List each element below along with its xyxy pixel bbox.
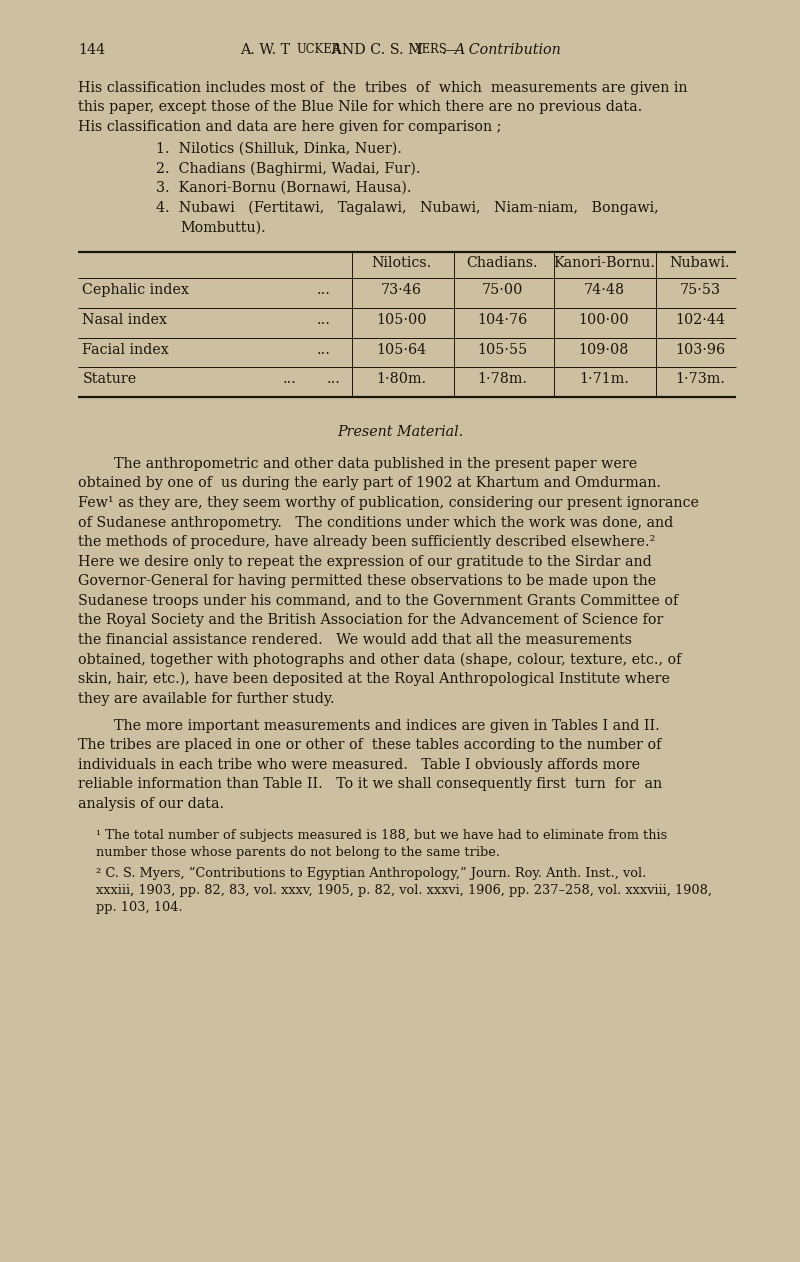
Text: Stature: Stature	[82, 372, 137, 386]
Text: they are available for further study.: they are available for further study.	[78, 692, 335, 705]
Text: obtained, together with photographs and other data (shape, colour, texture, etc.: obtained, together with photographs and …	[78, 652, 682, 666]
Text: 75·00: 75·00	[482, 283, 523, 298]
Text: this paper, except those of the Blue Nile for which there are no previous data.: this paper, except those of the Blue Nil…	[78, 100, 642, 115]
Text: 144: 144	[78, 43, 106, 57]
Text: 103·96: 103·96	[675, 342, 725, 357]
Text: 1.  Nilotics (Shilluk, Dinka, Nuer).: 1. Nilotics (Shilluk, Dinka, Nuer).	[156, 141, 402, 156]
Text: The tribes are placed in one or other of  these tables according to the number o: The tribes are placed in one or other of…	[78, 738, 662, 752]
Text: .—: .—	[442, 43, 461, 57]
Text: A. W. T: A. W. T	[240, 43, 290, 57]
Text: individuals in each tribe who were measured.   Table I obviously affords more: individuals in each tribe who were measu…	[78, 757, 641, 772]
Text: the methods of procedure, have already been sufficiently described elsewhere.²: the methods of procedure, have already b…	[78, 535, 656, 549]
Text: The anthropometric and other data published in the present paper were: The anthropometric and other data publis…	[78, 457, 638, 471]
Text: 104·76: 104·76	[478, 313, 527, 327]
Text: Governor-General for having permitted these observations to be made upon the: Governor-General for having permitted th…	[78, 574, 657, 588]
Text: The more important measurements and indices are given in Tables I and II.: The more important measurements and indi…	[78, 718, 660, 733]
Text: reliable information than Table II.   To it we shall consequently first  turn  f: reliable information than Table II. To i…	[78, 777, 662, 791]
Text: Cephalic index: Cephalic index	[82, 283, 190, 298]
Text: Mombuttu).: Mombuttu).	[180, 220, 266, 235]
Text: YERS: YERS	[414, 43, 447, 56]
Text: the financial assistance rendered.   We would add that all the measurements: the financial assistance rendered. We wo…	[78, 632, 632, 647]
Text: 1·78m.: 1·78m.	[478, 372, 527, 386]
Text: number those whose parents do not belong to the same tribe.: number those whose parents do not belong…	[96, 846, 500, 859]
Text: ² C. S. Myers, “Contributions to Egyptian Anthropology,” Journ. Roy. Anth. Inst.: ² C. S. Myers, “Contributions to Egyptia…	[96, 867, 646, 880]
Text: 1·71m.: 1·71m.	[579, 372, 629, 386]
Text: 105·64: 105·64	[377, 342, 426, 357]
Text: 105·00: 105·00	[376, 313, 427, 327]
Text: Chadians.: Chadians.	[466, 256, 538, 270]
Text: AND C. S. M: AND C. S. M	[327, 43, 423, 57]
Text: Nasal index: Nasal index	[82, 313, 167, 327]
Text: Nilotics.: Nilotics.	[371, 256, 432, 270]
Text: skin, hair, etc.), have been deposited at the Royal Anthropological Institute wh: skin, hair, etc.), have been deposited a…	[78, 671, 670, 687]
Text: 75·53: 75·53	[679, 283, 721, 298]
Text: 3.  Kanori-Bornu (Bornawi, Hausa).: 3. Kanori-Bornu (Bornawi, Hausa).	[156, 180, 411, 196]
Text: His classification includes most of  the  tribes  of  which  measurements are gi: His classification includes most of the …	[78, 81, 688, 95]
Text: Few¹ as they are, they seem worthy of publication, considering our present ignor: Few¹ as they are, they seem worthy of pu…	[78, 496, 699, 510]
Text: Nubawi.: Nubawi.	[670, 256, 730, 270]
Text: the Royal Society and the British Association for the Advancement of Science for: the Royal Society and the British Associ…	[78, 613, 664, 627]
Text: 105·55: 105·55	[478, 342, 527, 357]
Text: 73·46: 73·46	[381, 283, 422, 298]
Text: ...: ...	[317, 313, 330, 327]
Text: A Contribution: A Contribution	[454, 43, 560, 57]
Text: 74·48: 74·48	[583, 283, 625, 298]
Text: 1·80m.: 1·80m.	[377, 372, 426, 386]
Text: Kanori-Bornu.: Kanori-Bornu.	[553, 256, 655, 270]
Text: xxxiii, 1903, pp. 82, 83, vol. xxxv, 1905, p. 82, vol. xxxvi, 1906, pp. 237–258,: xxxiii, 1903, pp. 82, 83, vol. xxxv, 190…	[96, 883, 712, 897]
Text: 2.  Chadians (Baghirmi, Wadai, Fur).: 2. Chadians (Baghirmi, Wadai, Fur).	[156, 162, 421, 175]
Text: Sudanese troops under his command, and to the Government Grants Committee of: Sudanese troops under his command, and t…	[78, 593, 678, 608]
Text: 109·08: 109·08	[579, 342, 629, 357]
Text: Facial index: Facial index	[82, 342, 169, 357]
Text: ...: ...	[326, 372, 340, 386]
Text: ...: ...	[317, 283, 330, 298]
Text: Here we desire only to repeat the expression of our gratitude to the Sirdar and: Here we desire only to repeat the expres…	[78, 554, 652, 569]
Text: His classification and data are here given for comparison ;: His classification and data are here giv…	[78, 120, 502, 134]
Text: 4.  Nubawi   (Fertitawi,   Tagalawi,   Nubawi,   Niam-niam,   Bongawi,: 4. Nubawi (Fertitawi, Tagalawi, Nubawi, …	[156, 201, 658, 215]
Text: analysis of our data.: analysis of our data.	[78, 796, 225, 811]
Text: 102·44: 102·44	[675, 313, 725, 327]
Text: 100·00: 100·00	[578, 313, 630, 327]
Text: 1·73m.: 1·73m.	[675, 372, 725, 386]
Text: ¹ The total number of subjects measured is 188, but we have had to eliminate fro: ¹ The total number of subjects measured …	[96, 829, 667, 842]
Text: pp. 103, 104.: pp. 103, 104.	[96, 901, 182, 914]
Text: of Sudanese anthropometry.   The conditions under which the work was done, and: of Sudanese anthropometry. The condition…	[78, 515, 674, 530]
Text: obtained by one of  us during the early part of 1902 at Khartum and Omdurman.: obtained by one of us during the early p…	[78, 476, 662, 491]
Text: UCKER: UCKER	[296, 43, 340, 56]
Text: Present Material.: Present Material.	[337, 424, 463, 439]
Text: ...: ...	[317, 342, 330, 357]
Text: ...: ...	[282, 372, 296, 386]
